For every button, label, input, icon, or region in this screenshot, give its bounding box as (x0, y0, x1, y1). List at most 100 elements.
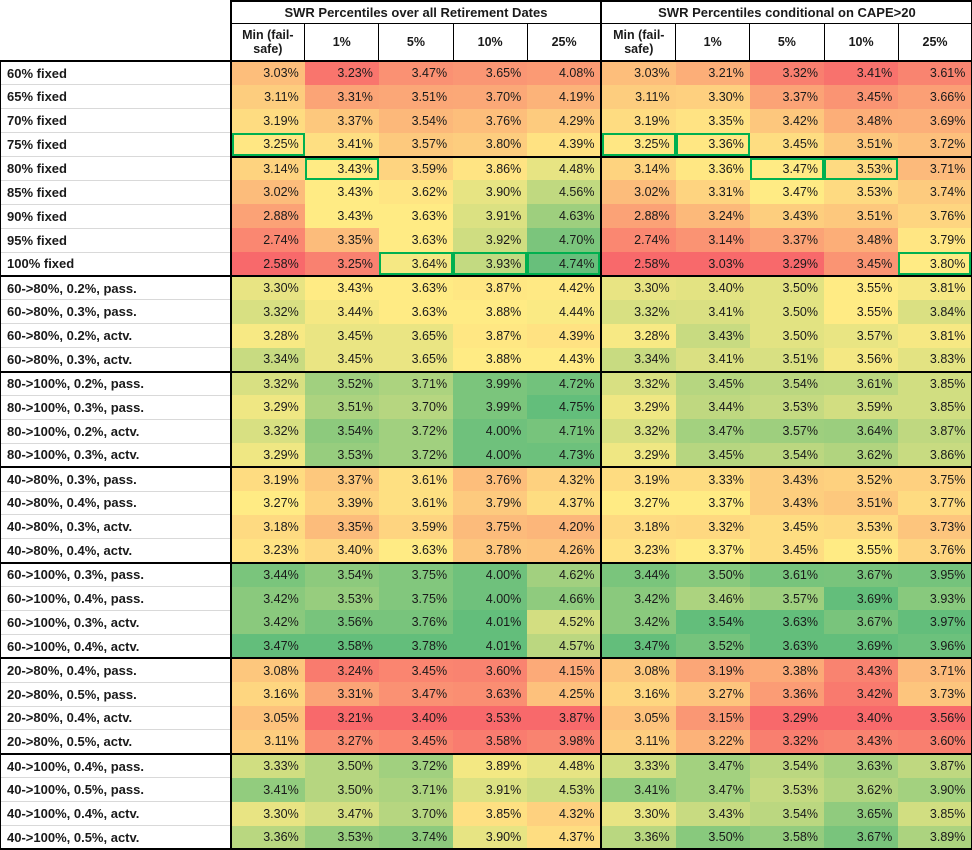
table-row: 80->100%, 0.3%, actv.3.29%3.53%3.72%4.00… (1, 443, 972, 467)
data-cell: 3.41% (824, 61, 898, 85)
data-cell: 3.54% (750, 754, 824, 778)
data-cell: 3.69% (898, 109, 972, 133)
data-cell: 3.27% (231, 491, 305, 515)
data-cell: 3.71% (379, 778, 453, 802)
data-cell: 3.05% (601, 706, 675, 730)
table-row: 40->80%, 0.4%, actv.3.23%3.40%3.63%3.78%… (1, 539, 972, 563)
data-cell: 3.63% (824, 754, 898, 778)
data-cell: 3.90% (898, 778, 972, 802)
corner-cell (1, 1, 231, 61)
data-cell: 3.71% (379, 372, 453, 396)
data-cell: 3.43% (750, 467, 824, 491)
data-cell: 3.32% (601, 372, 675, 396)
data-cell: 3.83% (898, 348, 972, 372)
data-cell: 4.66% (527, 587, 601, 611)
data-cell: 4.39% (527, 324, 601, 348)
data-cell: 3.23% (305, 61, 379, 85)
row-label: 20->80%, 0.4%, actv. (1, 706, 231, 730)
data-cell: 3.37% (305, 467, 379, 491)
data-cell: 4.26% (527, 539, 601, 563)
data-cell: 3.37% (305, 109, 379, 133)
data-cell: 3.36% (601, 826, 675, 850)
data-cell: 3.51% (824, 204, 898, 228)
data-cell: 4.75% (527, 395, 601, 419)
highlighted-data-cell: 3.47% (750, 157, 824, 181)
data-cell: 3.41% (676, 348, 750, 372)
data-cell: 3.85% (898, 802, 972, 826)
data-cell: 3.05% (231, 706, 305, 730)
data-cell: 3.52% (676, 634, 750, 658)
data-cell: 3.03% (676, 252, 750, 276)
data-cell: 3.32% (750, 730, 824, 754)
data-cell: 3.41% (231, 778, 305, 802)
data-cell: 3.43% (750, 204, 824, 228)
data-cell: 4.08% (527, 61, 601, 85)
data-cell: 4.43% (527, 348, 601, 372)
data-cell: 3.85% (898, 372, 972, 396)
data-cell: 3.14% (676, 228, 750, 252)
row-label: 20->80%, 0.5%, pass. (1, 682, 231, 706)
data-cell: 4.19% (527, 85, 601, 109)
data-cell: 3.25% (305, 252, 379, 276)
data-cell: 3.32% (676, 515, 750, 539)
data-cell: 3.88% (453, 348, 527, 372)
data-cell: 3.45% (305, 324, 379, 348)
data-cell: 3.45% (750, 133, 824, 157)
data-cell: 3.56% (824, 348, 898, 372)
data-cell: 3.43% (305, 204, 379, 228)
data-cell: 3.47% (676, 754, 750, 778)
data-cell: 3.18% (601, 515, 675, 539)
row-label: 70% fixed (1, 109, 231, 133)
col-header-all-min-failsafe: Min (fail-safe) (231, 23, 305, 61)
data-cell: 3.69% (824, 634, 898, 658)
highlighted-data-cell: 3.64% (379, 252, 453, 276)
data-cell: 3.51% (824, 133, 898, 157)
data-cell: 3.76% (898, 204, 972, 228)
data-cell: 3.29% (231, 395, 305, 419)
data-cell: 3.57% (750, 587, 824, 611)
data-cell: 3.58% (750, 826, 824, 850)
col-header-all-1pct: 1% (305, 23, 379, 61)
data-cell: 3.40% (676, 276, 750, 300)
data-cell: 4.39% (527, 133, 601, 157)
data-cell: 3.57% (824, 324, 898, 348)
data-cell: 3.39% (305, 491, 379, 515)
data-cell: 3.35% (676, 109, 750, 133)
data-cell: 3.28% (601, 324, 675, 348)
highlighted-data-cell: 3.53% (824, 157, 898, 181)
highlighted-data-cell: 3.36% (676, 133, 750, 157)
table-row: 60->80%, 0.2%, actv.3.28%3.45%3.65%3.87%… (1, 324, 972, 348)
data-cell: 2.88% (231, 204, 305, 228)
row-label: 95% fixed (1, 228, 231, 252)
data-cell: 3.90% (453, 826, 527, 850)
table-row: 60->100%, 0.4%, actv.3.47%3.58%3.78%4.01… (1, 634, 972, 658)
row-label: 65% fixed (1, 85, 231, 109)
data-cell: 3.81% (898, 276, 972, 300)
data-cell: 3.11% (231, 730, 305, 754)
row-label: 80->100%, 0.3%, actv. (1, 443, 231, 467)
col-header-cape-10pct: 10% (824, 23, 898, 61)
data-cell: 4.37% (527, 826, 601, 850)
data-cell: 4.00% (453, 563, 527, 587)
data-cell: 3.50% (676, 826, 750, 850)
data-cell: 4.52% (527, 610, 601, 634)
data-cell: 3.30% (231, 802, 305, 826)
data-cell: 3.73% (898, 682, 972, 706)
data-cell: 3.81% (898, 324, 972, 348)
data-cell: 4.44% (527, 300, 601, 324)
table-row: 40->80%, 0.4%, pass.3.27%3.39%3.61%3.79%… (1, 491, 972, 515)
data-cell: 3.89% (898, 826, 972, 850)
table-row: 60->80%, 0.2%, pass.3.30%3.43%3.63%3.87%… (1, 276, 972, 300)
data-cell: 3.27% (305, 730, 379, 754)
row-label: 40->80%, 0.3%, pass. (1, 467, 231, 491)
data-cell: 4.62% (527, 563, 601, 587)
data-cell: 3.75% (379, 563, 453, 587)
data-cell: 3.65% (824, 802, 898, 826)
data-cell: 3.54% (676, 610, 750, 634)
data-cell: 3.30% (601, 802, 675, 826)
col-header-cape-5pct: 5% (750, 23, 824, 61)
data-cell: 3.58% (305, 634, 379, 658)
